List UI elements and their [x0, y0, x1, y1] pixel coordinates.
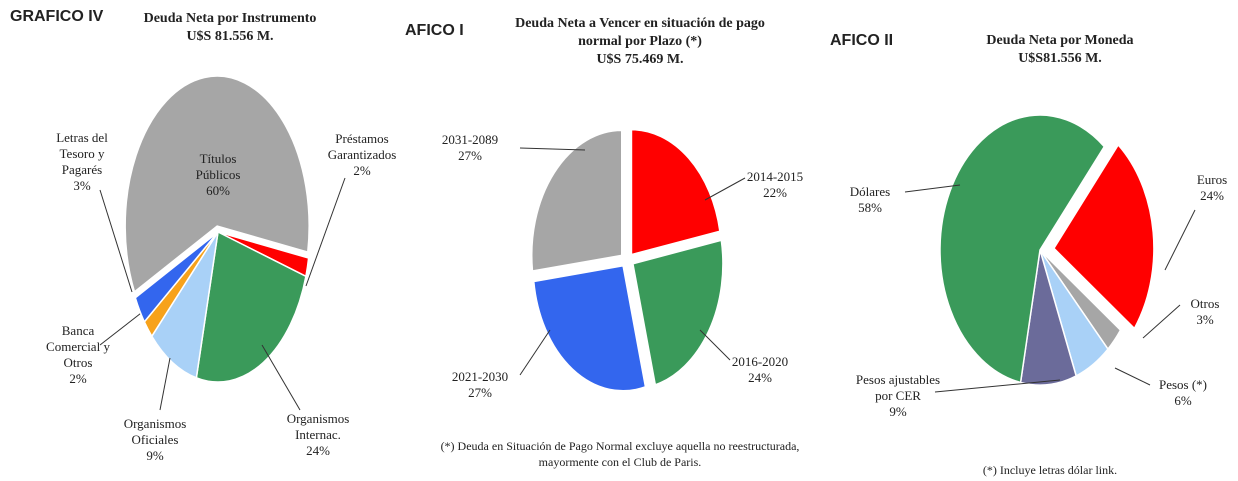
value-label: 2%	[353, 163, 371, 178]
value-label: 27%	[458, 148, 482, 163]
leader-line	[99, 189, 133, 293]
category-label: Organismos Oficiales	[123, 416, 187, 447]
slice-label: 2016-2020 24%	[720, 354, 800, 386]
slice-label: 2021-2030 27%	[440, 369, 520, 401]
value-label: 3%	[73, 178, 91, 193]
leader-line	[904, 184, 961, 193]
category-label: Euros	[1196, 172, 1228, 187]
chart-subtitle: U$S 75.469 M.	[596, 52, 684, 67]
category-label: 2016-2020	[731, 354, 789, 369]
footnote: (*) Deuda en Situación de Pago Normal ex…	[440, 439, 800, 469]
category-label: 2031-2089	[441, 132, 499, 147]
category-label: 2014-2015	[746, 169, 804, 184]
leader-line	[99, 309, 146, 346]
slice-label: Organismos Internac. 24%	[278, 411, 358, 459]
slice-label: Banca Comercial y Otros 2%	[43, 323, 113, 387]
value-label: 3%	[1196, 312, 1214, 327]
value-label: 24%	[306, 443, 330, 458]
chart-subtitle: U$S81.556 M.	[1018, 51, 1102, 66]
category-label: Pesos ajustables por CER	[855, 372, 941, 403]
pie-slice	[1052, 143, 1155, 330]
slice-label: Organismos Oficiales 9%	[115, 416, 195, 464]
slice-label: Préstamos Garantizados 2%	[317, 131, 407, 179]
category-label: 2021-2030	[451, 369, 509, 384]
value-label: 27%	[468, 385, 492, 400]
value-label: 2%	[69, 371, 87, 386]
slice-label: Euros 24%	[1187, 172, 1237, 204]
value-label: 9%	[889, 404, 907, 419]
pie-slice	[124, 75, 310, 294]
pie-slice	[134, 231, 219, 324]
chart-title-block: Deuda Neta por Moneda U$S81.556 M.	[950, 32, 1170, 68]
pie-slice	[195, 230, 307, 383]
chart-title: Deuda Neta a Vencer en situación de pago…	[515, 16, 765, 49]
chart-title-block: Deuda Neta a Vencer en situación de pago…	[510, 15, 770, 69]
chart-title: Deuda Neta por Instrumento	[143, 11, 317, 26]
pie-slice	[532, 264, 647, 392]
value-label: 22%	[763, 185, 787, 200]
value-label: 9%	[146, 448, 164, 463]
category-label: Organismos Internac.	[286, 411, 350, 442]
pie-slice	[939, 114, 1106, 384]
leader-line	[261, 344, 301, 411]
leader-line	[704, 177, 746, 201]
slice-label: 2014-2015 22%	[735, 169, 815, 201]
leader-line	[519, 329, 551, 376]
slice-label: 2031-2089 27%	[430, 132, 510, 164]
leader-line	[934, 379, 1061, 393]
leader-line	[305, 177, 346, 287]
category-label: Banca Comercial y Otros	[46, 323, 110, 370]
leader-line	[1164, 209, 1196, 271]
category-label: Dólares	[849, 184, 891, 199]
value-label: 6%	[1174, 393, 1192, 408]
value-label: 58%	[858, 200, 882, 215]
slice-label: Dólares 58%	[840, 184, 900, 216]
slice-label: Letras del Tesoro y Pagarés 3%	[47, 130, 117, 194]
category-label: Pesos (*)	[1158, 377, 1208, 392]
slice-label: Otros 3%	[1180, 296, 1230, 328]
slice-label: Pesos ajustables por CER 9%	[848, 372, 948, 420]
pie-slice	[630, 128, 721, 256]
value-label: 60%	[206, 183, 230, 198]
footnote: (*) Incluye letras dólar link.	[982, 463, 1118, 477]
pie-slice	[632, 239, 724, 386]
chart-subtitle: U$S 81.556 M.	[186, 29, 274, 44]
category-label: Préstamos Garantizados	[327, 131, 397, 162]
leader-line	[519, 147, 586, 151]
pie-slice	[150, 231, 219, 379]
value-label: 24%	[748, 370, 772, 385]
chart-title: Deuda Neta por Moneda	[986, 33, 1134, 48]
leader-line	[1114, 367, 1151, 386]
value-label: 24%	[1200, 188, 1224, 203]
slice-label: Pesos (*) 6%	[1153, 377, 1213, 409]
chart-header: GRAFICO IV	[10, 8, 104, 25]
slice-label: Títulos Públicos 60%	[183, 151, 253, 199]
chart-title-block: Deuda Neta por Instrumento U$S 81.556 M.	[120, 10, 340, 46]
leader-line	[159, 357, 171, 411]
leader-line	[699, 329, 731, 361]
chart-header: AFICO II	[830, 32, 894, 49]
leader-line	[1142, 304, 1181, 339]
category-label: Otros	[1190, 296, 1220, 311]
pie-slice	[531, 129, 623, 272]
category-label: Letras del Tesoro y Pagarés	[56, 130, 108, 177]
category-label: Títulos Públicos	[195, 151, 241, 182]
chart-header: AFICO I	[405, 22, 464, 39]
